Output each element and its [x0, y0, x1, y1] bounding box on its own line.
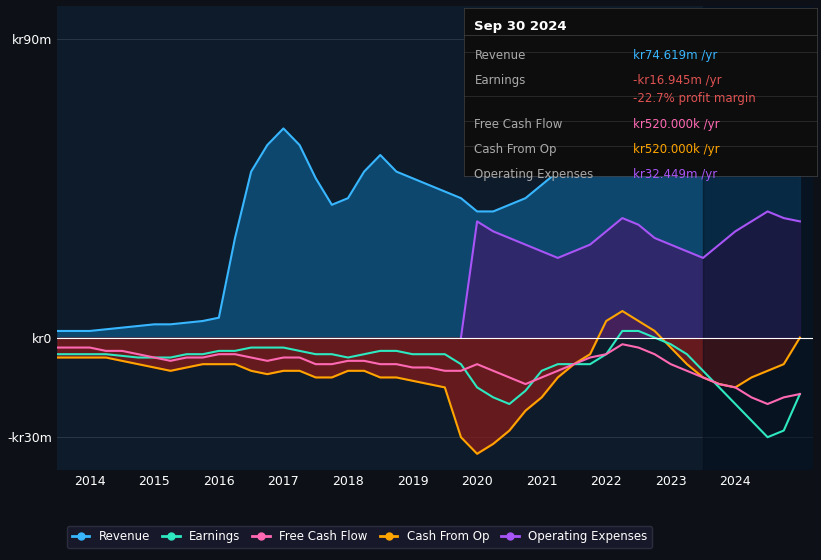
Text: -kr16.945m /yr: -kr16.945m /yr [633, 74, 722, 87]
Text: Revenue: Revenue [475, 49, 525, 62]
Text: -22.7% profit margin: -22.7% profit margin [633, 92, 756, 105]
Bar [703, 6, 821, 470]
Text: kr520.000k /yr: kr520.000k /yr [633, 118, 720, 130]
Text: kr74.619m /yr: kr74.619m /yr [633, 49, 718, 62]
Text: Earnings: Earnings [475, 74, 525, 87]
Text: Cash From Op: Cash From Op [475, 143, 557, 156]
Legend: Revenue, Earnings, Free Cash Flow, Cash From Op, Operating Expenses: Revenue, Earnings, Free Cash Flow, Cash … [67, 526, 652, 548]
Text: Operating Expenses: Operating Expenses [475, 168, 594, 181]
Text: Free Cash Flow: Free Cash Flow [475, 118, 563, 130]
Text: kr32.449m /yr: kr32.449m /yr [633, 168, 718, 181]
Text: kr520.000k /yr: kr520.000k /yr [633, 143, 720, 156]
Text: Sep 30 2024: Sep 30 2024 [475, 20, 567, 33]
